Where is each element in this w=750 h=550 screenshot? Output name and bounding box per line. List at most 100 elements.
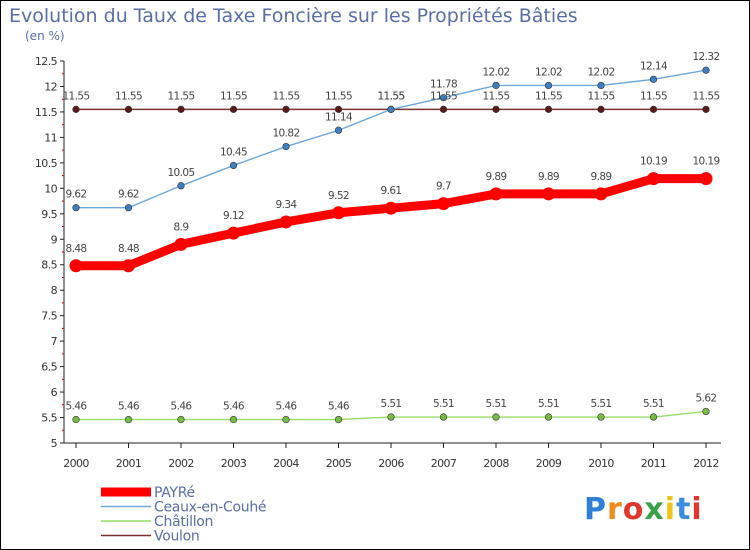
- data-point: [649, 75, 658, 83]
- y-tick-label: 9: [51, 233, 58, 246]
- logo-letter: x: [644, 492, 664, 527]
- chart-subtitle: (en %): [25, 29, 65, 43]
- data-point: [384, 201, 398, 215]
- data-point: [174, 237, 188, 251]
- data-label: 11.55: [167, 90, 194, 102]
- data-point: [649, 413, 658, 421]
- data-label: 5.46: [328, 401, 350, 413]
- data-point: [597, 413, 605, 421]
- data-point: [279, 215, 293, 229]
- y-tick-label: 11.5: [35, 106, 58, 119]
- data-point: [177, 415, 185, 424]
- y-tick-label: 5.5: [41, 412, 57, 425]
- data-point: [124, 204, 133, 212]
- data-label: 12.32: [692, 51, 719, 63]
- data-point: [282, 142, 290, 151]
- x-tick-label: 2008: [483, 457, 509, 470]
- data-label: 5.51: [538, 398, 559, 410]
- data-point: [702, 66, 710, 74]
- data-label: 5.46: [223, 401, 245, 413]
- x-tick-label: 2009: [536, 457, 562, 470]
- data-label: 12.02: [587, 66, 614, 78]
- data-label: 5.46: [171, 401, 193, 413]
- data-point: [387, 105, 395, 113]
- data-label: 5.51: [643, 398, 664, 410]
- data-label: 9.62: [118, 189, 139, 201]
- data-point: [597, 81, 605, 90]
- data-point: [282, 415, 290, 424]
- data-point: [177, 105, 185, 113]
- legend-label: Ceaux-en-Couhé: [154, 500, 266, 516]
- y-tick-label: 6: [51, 386, 58, 399]
- data-label: 11.55: [587, 90, 614, 102]
- data-point: [702, 105, 710, 113]
- data-point: [229, 105, 238, 113]
- y-tick-group: 5 5.5 6 6.5 7 7.5 8 8.5 9 9.5 10 10.5 11 11.5 12 12.5: [35, 55, 64, 450]
- logo-letter: i: [665, 492, 676, 527]
- logo-letter: i: [691, 492, 702, 527]
- data-point: [332, 206, 345, 220]
- data-label: 11.55: [272, 90, 299, 102]
- logo-letter: t: [676, 492, 691, 527]
- data-point: [334, 126, 343, 134]
- data-label: 10.05: [167, 167, 194, 179]
- y-tick-label: 10: [44, 182, 57, 195]
- data-label: 9.52: [328, 190, 349, 202]
- data-point: [544, 81, 553, 90]
- data-label: 11.55: [377, 90, 404, 102]
- data-label: 11.55: [692, 90, 719, 102]
- x-tick-label: 2007: [431, 457, 457, 470]
- x-tick-label: 2004: [273, 457, 299, 470]
- data-point: [229, 415, 238, 424]
- data-label: 9.7: [436, 181, 451, 193]
- data-label: 8.48: [66, 243, 87, 255]
- x-tick-group: 2000 2001 2002 2003 2004 2005 2006 2007 2008 2009…: [63, 443, 719, 470]
- series-layer: [69, 66, 713, 424]
- chart-title: Evolution du Taux de Taxe Foncière sur l…: [9, 5, 578, 27]
- data-point: [649, 105, 658, 113]
- data-label: 9.89: [538, 171, 559, 183]
- data-point: [699, 172, 713, 186]
- y-tick-label: 6.5: [41, 361, 57, 374]
- y-tick-label: 8.5: [41, 259, 57, 272]
- x-tick-label: 2011: [641, 457, 667, 470]
- data-label: 8.48: [118, 243, 139, 255]
- data-label: 9.89: [591, 171, 612, 183]
- data-label: 10.45: [220, 146, 247, 158]
- data-label: 12.02: [482, 66, 509, 78]
- data-point: [544, 105, 553, 113]
- data-point: [489, 187, 503, 201]
- legend-label: Voulon: [154, 529, 199, 545]
- data-label: 5.51: [591, 398, 612, 410]
- logo-letter: o: [623, 492, 645, 527]
- data-label: 5.46: [118, 401, 140, 413]
- y-tick-label: 5: [51, 437, 58, 450]
- data-point: [72, 204, 80, 212]
- data-point: [124, 105, 133, 113]
- data-label: 11.55: [325, 90, 352, 102]
- x-tick-label: 2001: [116, 457, 142, 470]
- data-label: 9.61: [381, 185, 402, 197]
- data-point: [492, 413, 500, 421]
- logo-text: Proxiti: [584, 492, 703, 527]
- x-tick-label: 2012: [693, 457, 719, 470]
- data-point: [229, 161, 238, 170]
- data-label: 5.51: [381, 398, 402, 410]
- y-tick-label: 7: [51, 335, 58, 348]
- x-tick-label: 2003: [221, 457, 247, 470]
- x-tick-label: 2002: [168, 457, 194, 470]
- data-point: [282, 105, 290, 113]
- data-label: 11.55: [62, 90, 89, 102]
- data-point: [387, 413, 395, 421]
- data-point: [702, 407, 710, 416]
- data-point: [439, 94, 448, 102]
- data-point: [177, 182, 185, 190]
- data-point: [594, 187, 608, 201]
- y-tick-label: 12: [44, 80, 57, 93]
- data-label: 10.82: [272, 128, 299, 140]
- logo-letter: r: [607, 492, 623, 527]
- data-label: 11.55: [115, 90, 142, 102]
- data-label: 5.51: [433, 398, 454, 410]
- data-label: 11.55: [535, 90, 562, 102]
